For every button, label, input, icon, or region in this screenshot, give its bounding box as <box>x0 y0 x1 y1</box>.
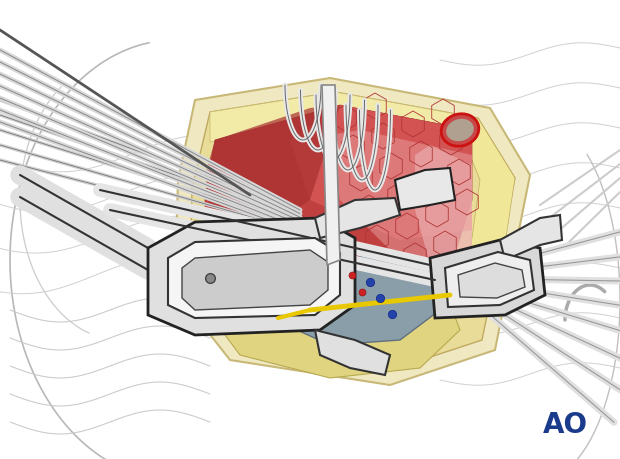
Polygon shape <box>315 330 390 375</box>
Polygon shape <box>205 105 472 345</box>
Polygon shape <box>458 263 525 298</box>
Polygon shape <box>430 240 545 318</box>
Polygon shape <box>168 238 340 318</box>
Polygon shape <box>445 252 534 307</box>
Polygon shape <box>395 168 455 210</box>
Polygon shape <box>210 265 460 378</box>
Ellipse shape <box>441 114 479 146</box>
Polygon shape <box>205 105 340 240</box>
Ellipse shape <box>446 119 474 141</box>
Polygon shape <box>182 250 328 310</box>
Polygon shape <box>415 145 472 300</box>
Polygon shape <box>290 105 472 240</box>
Polygon shape <box>270 255 440 345</box>
Polygon shape <box>200 230 285 320</box>
Polygon shape <box>322 85 340 265</box>
Polygon shape <box>315 198 400 238</box>
Polygon shape <box>190 92 515 372</box>
Polygon shape <box>210 92 478 148</box>
Text: AO: AO <box>542 411 588 439</box>
Polygon shape <box>462 118 515 310</box>
Polygon shape <box>175 78 530 385</box>
Polygon shape <box>500 215 562 260</box>
Polygon shape <box>330 130 472 270</box>
Polygon shape <box>148 218 355 335</box>
